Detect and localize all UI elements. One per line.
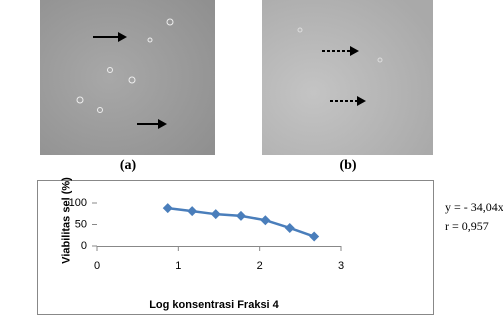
panel-label: (b) bbox=[339, 158, 356, 173]
data-point bbox=[210, 209, 221, 220]
data-point bbox=[187, 206, 198, 217]
x-tick-label: 0 bbox=[94, 260, 100, 272]
x-tick-label: 3 bbox=[338, 260, 344, 272]
data-point bbox=[260, 215, 271, 226]
data-point bbox=[162, 203, 173, 214]
data-point bbox=[284, 222, 295, 233]
y-tick-label: 100 bbox=[69, 197, 87, 209]
x-tick-label: 2 bbox=[257, 260, 263, 272]
annotation: y = - 34,04x+122,8 bbox=[445, 200, 503, 214]
y-tick-label: 50 bbox=[75, 218, 87, 230]
y-tick-label: 0 bbox=[81, 240, 87, 252]
annotation: r = 0,957 bbox=[445, 219, 489, 233]
x-tick-label: 1 bbox=[175, 260, 181, 272]
micrograph-b bbox=[262, 0, 433, 155]
y-axis-title: Viabilitas sel (%) bbox=[60, 177, 73, 264]
data-point bbox=[309, 231, 320, 242]
data-point bbox=[235, 210, 246, 221]
x-axis-title: Log konsentrasi Fraksi 4 bbox=[149, 299, 279, 311]
micrograph-a bbox=[40, 0, 215, 155]
chart-frame bbox=[37, 180, 434, 315]
panel-label: (a) bbox=[120, 158, 137, 173]
